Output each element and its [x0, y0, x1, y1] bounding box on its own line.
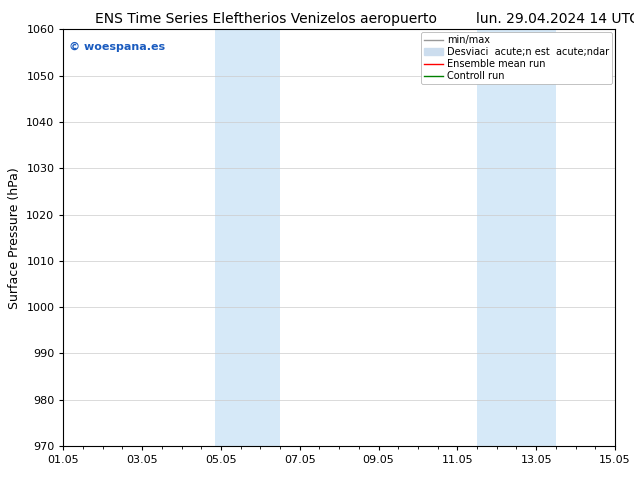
Legend: min/max, Desviaci  acute;n est  acute;ndar, Ensemble mean run, Controll run: min/max, Desviaci acute;n est acute;ndar…	[421, 32, 612, 84]
Y-axis label: Surface Pressure (hPa): Surface Pressure (hPa)	[8, 167, 21, 309]
Bar	[241, 29, 280, 446]
Text: © woespana.es: © woespana.es	[69, 42, 165, 52]
Bar	[477, 29, 517, 446]
Text: ENS Time Series Eleftherios Venizelos aeropuerto: ENS Time Series Eleftherios Venizelos ae…	[95, 12, 437, 26]
Text: lun. 29.04.2024 14 UTC: lun. 29.04.2024 14 UTC	[476, 12, 634, 26]
Bar	[215, 29, 241, 446]
Bar	[517, 29, 556, 446]
